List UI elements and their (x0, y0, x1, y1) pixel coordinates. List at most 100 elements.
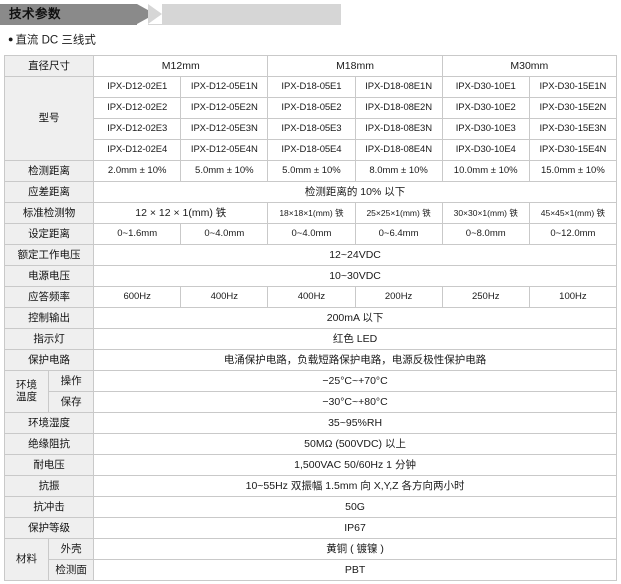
model-cell: IPX-D30-10E4 (441, 138, 530, 161)
hysteresis-value: 检测距离的 10% 以下 (93, 180, 617, 203)
table-row-material-sensing-face: 检测面 PBT (5, 558, 617, 581)
row-label-protection-circuit: 保护电路 (3, 348, 95, 371)
model-cell: IPX-D12-02E1 (93, 75, 182, 98)
table-row-model-2: IPX-D12-02E2 IPX-D12-05E2N IPX-D18-05E2 … (5, 96, 618, 119)
table-row-shock: 抗冲击 50G (3, 495, 617, 518)
row-label-withstand-voltage: 耐电压 (3, 453, 95, 476)
table-row-insulation-resistance: 绝缘阻抗 50MΩ (500VDC) 以上 (3, 432, 617, 455)
subtitle-line: ● 直流 DC 三线式 (8, 32, 621, 48)
row-label-standard-object: 标准检测物 (3, 201, 95, 224)
model-cell: IPX-D18-05E4 (267, 138, 356, 161)
vibration-value: 10~55Hz 双振幅 1.5mm 向 X,Y,Z 各方向两小时 (93, 474, 617, 497)
diameter-group-m30: M30mm (441, 54, 618, 77)
supply-voltage-value: 10~30VDC (93, 264, 617, 287)
table-row-withstand-voltage: 耐电压 1,500VAC 50/60Hz 1 分钟 (3, 453, 617, 476)
model-cell: IPX-D12-05E2N (180, 96, 269, 119)
table-row-ambient-humidity: 环境湿度 35~95%RH (3, 411, 617, 434)
sublabel-operating: 操作 (48, 369, 95, 392)
table-row-protection-circuit: 保护电路 电涌保护电路，负载短路保护电路，电源反极性保护电路 (3, 348, 617, 371)
shock-value: 50G (93, 495, 617, 518)
table-row-protection-rating: 保护等级 IP67 (3, 516, 617, 539)
row-label-diameter: 直径尺寸 (3, 54, 95, 77)
model-cell: IPX-D12-02E4 (93, 138, 182, 161)
sublabel-housing: 外壳 (48, 537, 95, 560)
table-row-vibration: 抗振 10~55Hz 双振幅 1.5mm 向 X,Y,Z 各方向两小时 (3, 474, 617, 497)
table-row-rated-voltage: 额定工作电压 12~24VDC (3, 243, 617, 266)
protection-rating-value: IP67 (93, 516, 617, 539)
table-row-model-4: IPX-D12-02E4 IPX-D12-05E4N IPX-D18-05E4 … (5, 138, 618, 161)
model-cell: IPX-D18-05E1 (267, 75, 356, 98)
indicator-value: 红色 LED (93, 327, 617, 350)
model-cell: IPX-D30-15E1N (528, 75, 618, 98)
standard-object-cell: 12 × 12 × 1(mm) 铁 (93, 201, 269, 224)
row-label-rated-voltage: 额定工作电压 (3, 243, 95, 266)
detect-distance-cell: 2.0mm ± 10% (93, 159, 182, 182)
row-label-insulation-resistance: 绝缘阻抗 (3, 432, 95, 455)
ambient-humidity-value: 35~95%RH (93, 411, 617, 434)
model-cell: IPX-D18-08E2N (354, 96, 443, 119)
row-label-ambient-humidity: 环境湿度 (3, 411, 95, 434)
table-row-standard-object: 标准检测物 12 × 12 × 1(mm) 铁 18×18×1(mm) 铁 25… (3, 201, 618, 224)
standard-object-cell: 30×30×1(mm) 铁 (441, 201, 530, 224)
row-label-ambient-temperature: 环境 温度 (3, 369, 50, 413)
row-label-material: 材料 (3, 537, 50, 581)
table-row-detect-distance: 检测距离 2.0mm ± 10% 5.0mm ± 10% 5.0mm ± 10%… (3, 159, 618, 182)
setting-distance-cell: 0~6.4mm (354, 222, 443, 245)
setting-distance-cell: 0~4.0mm (180, 222, 269, 245)
table-row-model-1: 型号 IPX-D12-02E1 IPX-D12-05E1N IPX-D18-05… (3, 75, 618, 161)
withstand-voltage-value: 1,500VAC 50/60Hz 1 分钟 (93, 453, 617, 476)
model-cell: IPX-D18-05E3 (267, 117, 356, 140)
ambient-temp-label-line1: 环境 (16, 379, 38, 391)
model-cell: IPX-D30-15E2N (528, 96, 618, 119)
model-cell: IPX-D30-10E2 (441, 96, 530, 119)
model-cell: IPX-D12-05E4N (180, 138, 269, 161)
sublabel-sensing-face: 检测面 (48, 558, 95, 581)
setting-distance-cell: 0~4.0mm (267, 222, 356, 245)
ambient-temp-storage-value: −30°C~+80°C (93, 390, 617, 413)
setting-distance-cell: 0~8.0mm (441, 222, 530, 245)
model-cell: IPX-D12-02E3 (93, 117, 182, 140)
page-title: 技术参数 (9, 7, 62, 21)
rated-voltage-value: 12~24VDC (93, 243, 617, 266)
row-label-shock: 抗冲击 (3, 495, 95, 518)
model-cell: IPX-D18-08E4N (354, 138, 443, 161)
row-label-protection-rating: 保护等级 (3, 516, 95, 539)
bullet-icon: ● (8, 34, 14, 44)
material-sensing-face-value: PBT (93, 558, 617, 581)
model-cell: IPX-D12-05E1N (180, 75, 269, 98)
insulation-resistance-value: 50MΩ (500VDC) 以上 (93, 432, 617, 455)
standard-object-cell: 18×18×1(mm) 铁 (267, 201, 356, 224)
diameter-group-m18: M18mm (267, 54, 443, 77)
row-label-model: 型号 (3, 75, 95, 161)
ambient-temp-operating-value: −25°C~+70°C (93, 369, 617, 392)
table-row-response-frequency: 应答频率 600Hz 400Hz 400Hz 200Hz 250Hz 100Hz (3, 285, 618, 308)
response-frequency-cell: 400Hz (267, 285, 356, 308)
row-label-setting-distance: 设定距离 (3, 222, 95, 245)
response-frequency-cell: 100Hz (528, 285, 618, 308)
model-cell: IPX-D12-02E2 (93, 96, 182, 119)
row-label-vibration: 抗振 (3, 474, 95, 497)
row-label-hysteresis: 应差距离 (3, 180, 95, 203)
setting-distance-cell: 0~1.6mm (93, 222, 182, 245)
detect-distance-cell: 5.0mm ± 10% (180, 159, 269, 182)
table-row-hysteresis: 应差距离 检测距离的 10% 以下 (3, 180, 617, 203)
table-row-material-housing: 材料 外壳 黄铜 ( 镀镍 ) (3, 537, 617, 581)
response-frequency-cell: 200Hz (354, 285, 443, 308)
table-row-ambient-temp-storage: 保存 −30°C~+80°C (5, 390, 617, 413)
model-cell: IPX-D30-15E4N (528, 138, 618, 161)
subtitle-text: 直流 DC 三线式 (15, 34, 96, 47)
standard-object-cell: 45×45×1(mm) 铁 (528, 201, 618, 224)
detect-distance-cell: 10.0mm ± 10% (441, 159, 530, 182)
row-label-supply-voltage: 电源电压 (3, 264, 95, 287)
section-banner: 技术参数 (0, 4, 341, 25)
row-label-control-output: 控制输出 (3, 306, 95, 329)
material-housing-value: 黄铜 ( 镀镍 ) (93, 537, 617, 560)
model-cell: IPX-D30-15E3N (528, 117, 618, 140)
table-row-setting-distance: 设定距离 0~1.6mm 0~4.0mm 0~4.0mm 0~6.4mm 0~8… (3, 222, 618, 245)
setting-distance-cell: 0~12.0mm (528, 222, 618, 245)
banner-dark-block (0, 4, 137, 25)
ambient-temp-label-line2: 温度 (16, 391, 38, 403)
model-cell: IPX-D18-08E3N (354, 117, 443, 140)
row-label-detect-distance: 检测距离 (3, 159, 95, 182)
response-frequency-cell: 600Hz (93, 285, 182, 308)
